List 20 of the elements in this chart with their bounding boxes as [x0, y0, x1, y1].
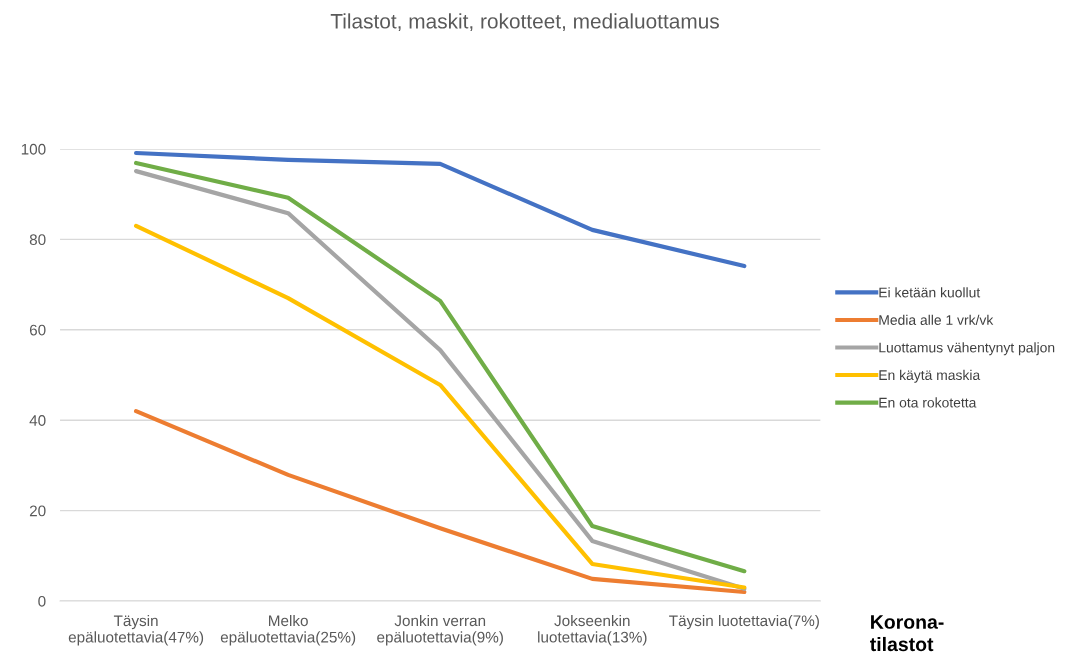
line-series [133, 150, 747, 269]
y-tick-label: 20 [29, 505, 46, 517]
legend-label: Luottamus vähentynyt paljon [879, 342, 1055, 356]
y-tick-label: 60 [29, 324, 46, 336]
x-tick-label: Jonkin verran epäluotettavia(9%) [377, 614, 503, 646]
y-tick-label: 80 [29, 234, 46, 246]
y-tick-label: 40 [29, 415, 46, 426]
x-tick-label: Täysin luotettavia(7%) [669, 614, 819, 630]
legend-label: En käytä maskia [879, 369, 981, 383]
x-tick-label: Täysin epäluotettavia(47%) [68, 614, 204, 646]
legend-label: Media alle 1 vrk/vk [879, 314, 994, 325]
legend-label: En ota rokotetta [879, 397, 977, 408]
x-tick-label: Jokseenkin luotettavia(13%) [538, 614, 647, 646]
y-tick-label: 0 [38, 595, 46, 607]
legend-label: Ei ketään kuollut [879, 287, 981, 298]
y-tick-label: 100 [21, 143, 46, 155]
x-axis-title: Korona- tilastot [870, 615, 944, 652]
chart-title: Tilastot, maskit, rokotteet, medialuottamus [330, 13, 719, 32]
line-series [133, 409, 747, 595]
x-tick-label: Melko epäluotettavia(25%) [220, 614, 356, 646]
